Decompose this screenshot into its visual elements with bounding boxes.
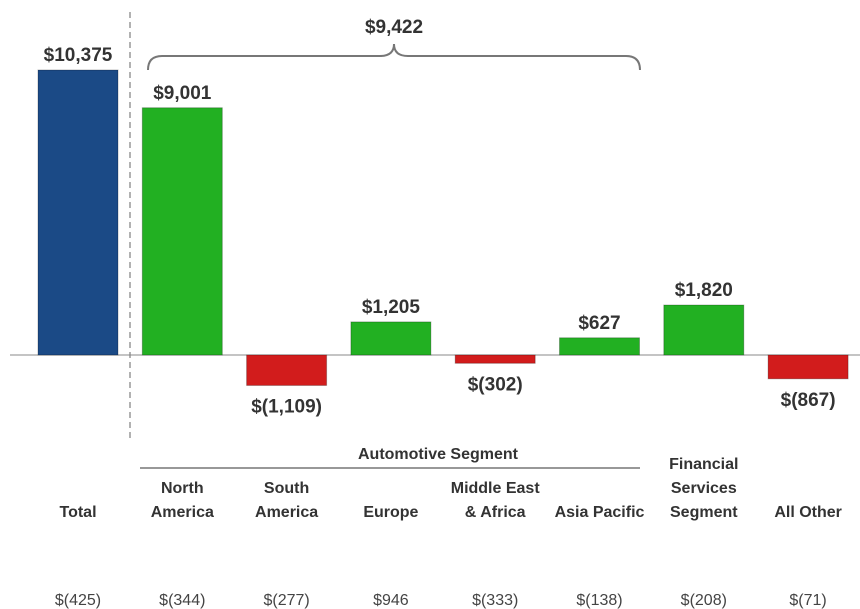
bar [350,321,432,356]
bar [141,107,223,356]
value-label: $1,820 [675,280,733,301]
value-label: $(867) [781,390,836,411]
bar [246,354,328,386]
bar [663,304,745,356]
x-tick-label: Asia Pacific [554,504,645,521]
row-value: $(71) [789,592,827,609]
bracket [147,43,641,71]
bar [454,354,536,364]
value-label: $627 [578,313,620,334]
bar [559,337,640,356]
x-tick-label: Financial Services Segment [669,456,739,521]
value-label: $9,001 [153,83,212,104]
row-value: $(138) [576,592,623,609]
value-label: $10,375 [44,45,113,66]
row-value: $946 [373,592,409,609]
row-value: $(344) [159,592,206,609]
value-label: $(302) [468,374,523,395]
group-label: Automotive Segment [358,446,519,463]
x-tick-label: Europe [363,504,419,521]
row-value: $(333) [472,592,519,609]
x-tick-label: Middle East & Africa [450,480,540,521]
x-tick-label: Total [59,504,97,521]
value-label: $(1,109) [251,396,322,417]
row-value: $(208) [680,592,727,609]
bar [767,354,849,380]
bracket-label: $9,422 [365,17,423,38]
row-value: $(277) [263,592,310,609]
x-tick-label: South America [255,480,319,521]
row-value: $(425) [54,592,102,609]
x-tick-label: North America [150,480,214,521]
bar [37,69,119,356]
x-tick-label: All Other [774,504,842,521]
value-label: $1,205 [362,297,421,318]
